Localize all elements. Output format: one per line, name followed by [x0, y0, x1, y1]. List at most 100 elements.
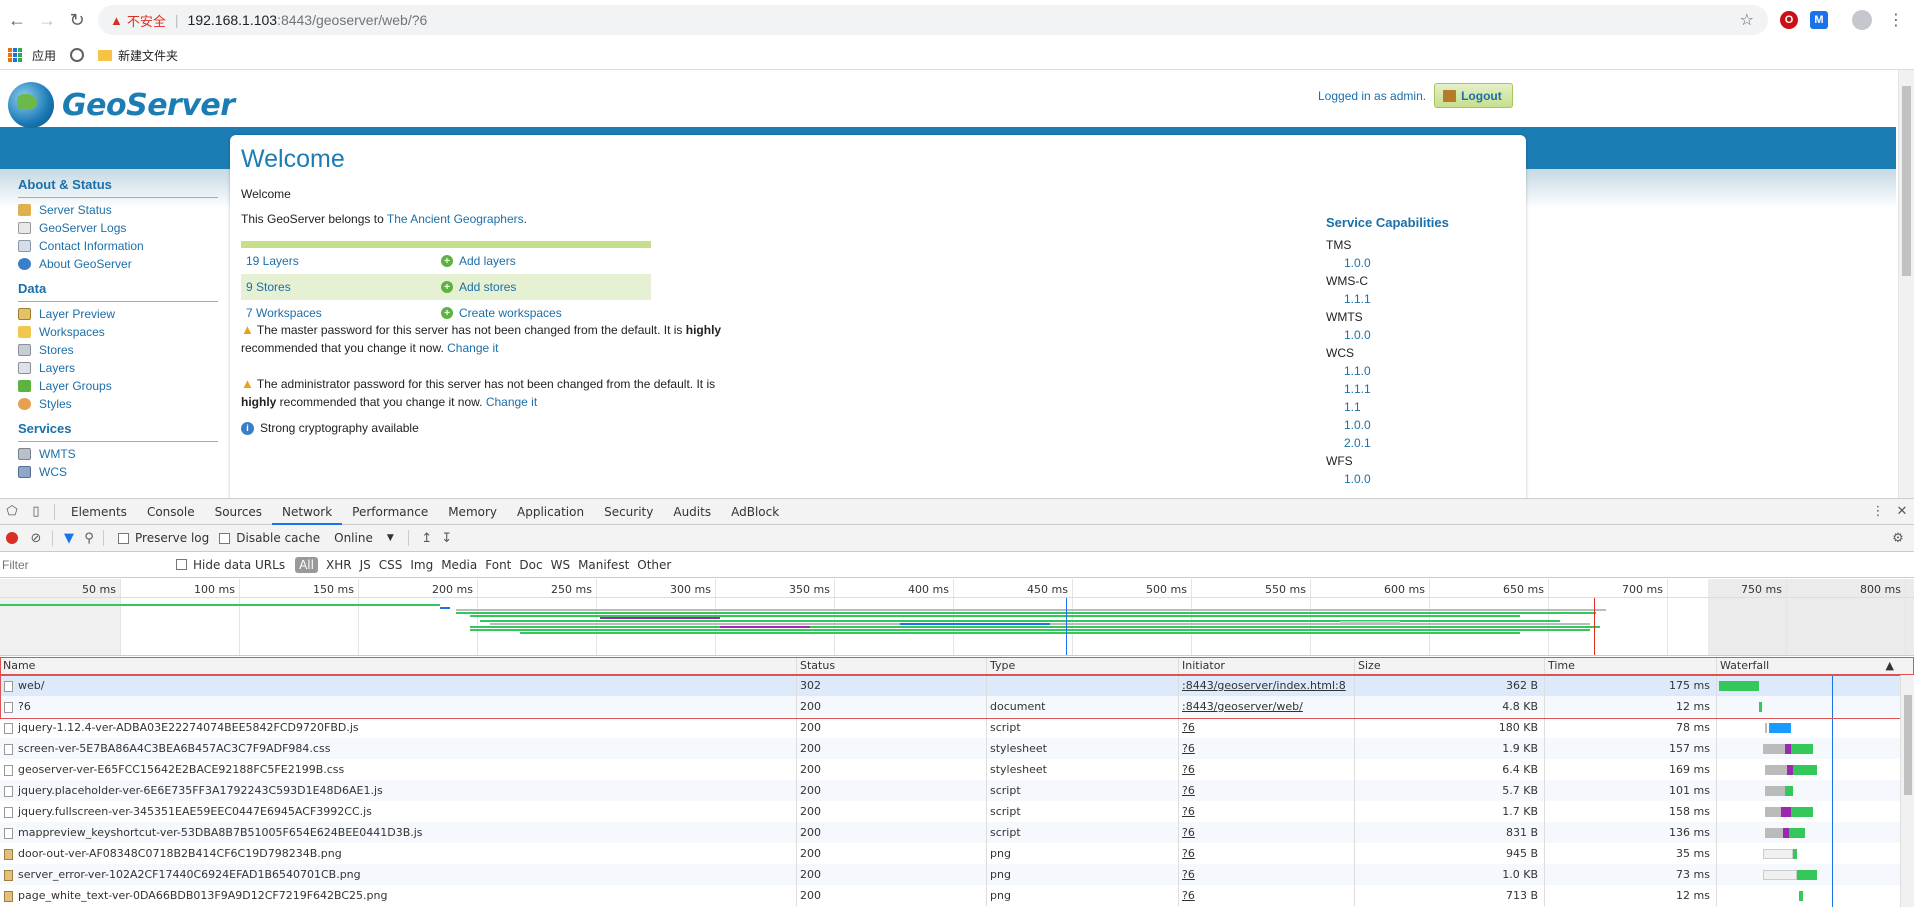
forward-arrow-icon[interactable]: →: [38, 9, 56, 30]
sidebar-item-wcs[interactable]: WCS: [18, 463, 218, 481]
request-initiator-link[interactable]: ?6: [1182, 742, 1195, 755]
filter-type-media[interactable]: Media: [441, 557, 478, 572]
sidebar-item-wmts[interactable]: WMTS: [18, 445, 218, 463]
request-initiator-link[interactable]: ?6: [1182, 721, 1195, 734]
table-row[interactable]: page_white_text-ver-0DA66BDB013F9A9D12CF…: [0, 885, 1914, 906]
opera-extension-icon[interactable]: O: [1780, 11, 1798, 29]
record-icon[interactable]: [6, 532, 18, 544]
filter-input[interactable]: [0, 553, 160, 576]
capability-version-link[interactable]: 1.0.0: [1344, 328, 1371, 342]
settings-gear-icon[interactable]: ⚙: [1892, 530, 1904, 546]
tab-security[interactable]: Security: [604, 504, 654, 519]
sidebar-item-layer-groups[interactable]: Layer Groups: [18, 377, 218, 395]
disable-cache-checkbox[interactable]: Disable cache: [219, 531, 320, 545]
change-master-password-link[interactable]: Change it: [447, 341, 499, 355]
back-arrow-icon[interactable]: ←: [8, 9, 26, 30]
table-row[interactable]: jquery.placeholder-ver-6E6E735FF3A179224…: [0, 780, 1914, 801]
bookmark-apps[interactable]: 应用: [8, 47, 56, 64]
sidebar-item-layer-preview[interactable]: Layer Preview: [18, 305, 218, 323]
devtools-menu-icon[interactable]: ⋮: [1871, 504, 1885, 519]
tab-console[interactable]: Console: [146, 504, 195, 519]
column-waterfall[interactable]: Waterfall ▲: [1717, 657, 1914, 674]
close-icon[interactable]: ✕: [1896, 504, 1908, 519]
request-initiator-link[interactable]: :8443/geoserver/web/: [1182, 700, 1303, 713]
table-row[interactable]: geoserver-ver-E65FCC15642E2BACE92188FC5F…: [0, 759, 1914, 780]
logout-button[interactable]: Logout: [1434, 83, 1513, 108]
filter-funnel-icon[interactable]: ▼: [64, 530, 74, 546]
tab-sources[interactable]: Sources: [214, 504, 263, 519]
column-size[interactable]: Size: [1355, 657, 1545, 674]
column-initiator[interactable]: Initiator: [1179, 657, 1355, 674]
column-type[interactable]: Type: [987, 657, 1179, 674]
search-icon[interactable]: ⚲: [84, 530, 94, 546]
network-overview-timeline[interactable]: 50 ms 100 ms 150 ms 200 ms 250 ms 300 ms 350 m…: [0, 579, 1914, 656]
sidebar-item-styles[interactable]: Styles: [18, 395, 218, 413]
preserve-log-checkbox[interactable]: Preserve log: [118, 531, 209, 545]
filter-type-img[interactable]: Img: [410, 557, 434, 572]
capability-version-link[interactable]: 1.0.0: [1344, 256, 1371, 270]
add-layers-link[interactable]: + Add layers: [441, 254, 516, 268]
owner-link[interactable]: The Ancient Geographers: [386, 212, 524, 226]
filter-type-doc[interactable]: Doc: [519, 557, 543, 572]
table-scrollbar-thumb[interactable]: [1904, 695, 1912, 795]
filter-type-all[interactable]: All: [295, 556, 318, 573]
capability-version-link[interactable]: 1.1.0: [1344, 364, 1371, 378]
table-row[interactable]: mappreview_keyshortcut-ver-53DBA8B7B5100…: [0, 822, 1914, 843]
request-initiator-link[interactable]: ?6: [1182, 763, 1195, 776]
add-stores-link[interactable]: + Add stores: [441, 280, 516, 294]
globe-icon[interactable]: [70, 48, 85, 62]
tab-network[interactable]: Network: [272, 499, 343, 525]
request-initiator-link[interactable]: ?6: [1182, 889, 1195, 902]
capability-version-link[interactable]: 2.0.1: [1344, 436, 1371, 450]
table-row[interactable]: server_error-ver-102A2CF17440C6924EFAD1B…: [0, 864, 1914, 885]
filter-type-xhr[interactable]: XHR: [325, 557, 352, 572]
filter-type-css[interactable]: CSS: [378, 557, 403, 572]
table-row[interactable]: jquery-1.12.4-ver-ADBA03E22274074BEE5842…: [0, 717, 1914, 738]
layers-count-link[interactable]: 19 Layers: [246, 254, 299, 268]
table-row[interactable]: jquery.fullscreen-ver-345351EAE59EEC0447…: [0, 801, 1914, 822]
capability-version-link[interactable]: 1.1: [1344, 400, 1361, 414]
request-initiator-link[interactable]: ?6: [1182, 868, 1195, 881]
m-extension-icon[interactable]: M: [1810, 11, 1828, 29]
geoserver-logo[interactable]: GeoServer: [8, 82, 235, 128]
bookmark-star-icon[interactable]: ☆: [1739, 12, 1754, 29]
export-har-icon[interactable]: ↧: [441, 530, 453, 546]
inspect-element-icon[interactable]: ⬠: [6, 504, 18, 519]
device-toggle-icon[interactable]: ▯: [32, 504, 40, 519]
bookmark-folder[interactable]: 新建文件夹: [98, 47, 178, 64]
column-status[interactable]: Status: [797, 657, 987, 674]
capability-version-link[interactable]: 1.0.0: [1344, 418, 1371, 432]
address-bar[interactable]: ▲ 不安全 | 192.168.1.103 :8443/geoserver/we…: [98, 5, 1768, 35]
sidebar-item-server-status[interactable]: Server Status: [18, 201, 218, 219]
filter-type-js[interactable]: JS: [359, 557, 371, 572]
table-row[interactable]: ?6 200 document:8443/geoserver/web/4.8 KB 1…: [0, 696, 1914, 717]
change-admin-password-link[interactable]: Change it: [485, 395, 538, 409]
column-time[interactable]: Time: [1545, 657, 1717, 674]
sidebar-item-geoserver-logs[interactable]: GeoServer Logs: [18, 219, 218, 237]
request-initiator-link[interactable]: ?6: [1182, 784, 1195, 797]
profile-avatar-icon[interactable]: [1852, 10, 1872, 30]
create-workspaces-link[interactable]: + Create workspaces: [441, 306, 562, 320]
tab-audits[interactable]: Audits: [673, 504, 712, 519]
tab-application[interactable]: Application: [517, 504, 585, 519]
reload-icon[interactable]: ↻: [69, 9, 85, 30]
clear-icon[interactable]: ⊘: [30, 530, 42, 546]
import-har-icon[interactable]: ↥: [421, 530, 433, 546]
request-initiator-link[interactable]: ?6: [1182, 805, 1195, 818]
throttling-select[interactable]: Online ▼: [334, 531, 394, 545]
table-row[interactable]: web/302:8443/geoserver/index.html:8 362 B…: [0, 675, 1914, 696]
capability-version-link[interactable]: 1.1.1: [1344, 382, 1371, 396]
sidebar-item-workspaces[interactable]: Workspaces: [18, 323, 218, 341]
column-name[interactable]: Name: [0, 657, 797, 674]
tab-memory[interactable]: Memory: [448, 504, 498, 519]
filter-type-ws[interactable]: WS: [550, 557, 571, 572]
filter-type-manifest[interactable]: Manifest: [578, 557, 630, 572]
hide-data-urls-checkbox[interactable]: Hide data URLs: [176, 558, 285, 572]
table-scrollbar[interactable]: [1900, 675, 1914, 907]
table-row[interactable]: door-out-ver-AF08348C0718B2B414CF6C19D79…: [0, 843, 1914, 864]
sidebar-item-layers[interactable]: Layers: [18, 359, 218, 377]
filter-type-font[interactable]: Font: [485, 557, 512, 572]
request-initiator-link[interactable]: ?6: [1182, 826, 1195, 839]
stores-count-link[interactable]: 9 Stores: [246, 280, 291, 294]
capability-version-link[interactable]: 1.1.1: [1344, 292, 1371, 306]
